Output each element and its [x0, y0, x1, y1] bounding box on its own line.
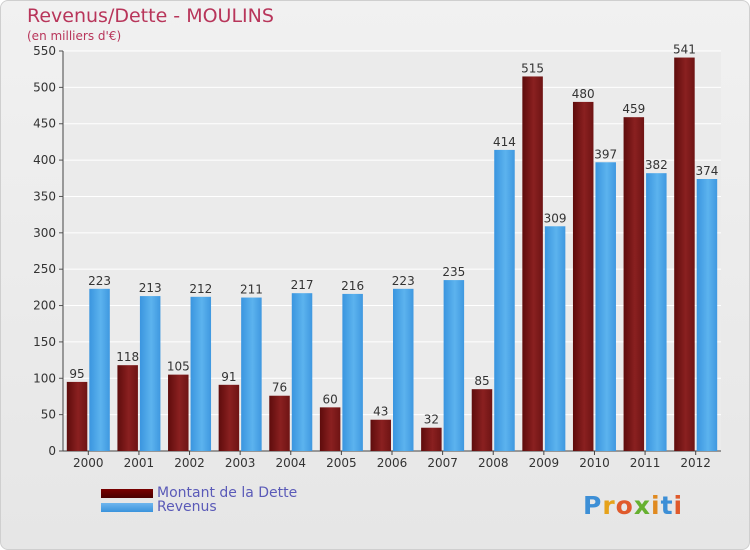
- bar-debt: [471, 389, 493, 451]
- y-tick-label: 400: [33, 153, 56, 167]
- legend-swatch-revenue: [101, 503, 153, 512]
- legend-label-revenue: Revenus: [157, 499, 217, 515]
- data-label-debt: 515: [521, 61, 544, 75]
- bar-debt: [66, 381, 88, 451]
- bar-debt: [674, 57, 695, 451]
- data-label-debt: 85: [474, 374, 489, 388]
- bar-revenue: [595, 162, 616, 452]
- y-tick-label: 100: [33, 371, 56, 385]
- x-tick-label: 2000: [73, 456, 104, 470]
- data-label-revenue: 374: [695, 164, 718, 178]
- data-label-revenue: 397: [594, 147, 617, 161]
- y-tick-label: 150: [33, 335, 56, 349]
- bar-revenue: [544, 226, 566, 451]
- data-label-revenue: 211: [240, 283, 263, 297]
- x-tick-label: 2003: [225, 456, 256, 470]
- x-tick-label: 2002: [174, 456, 205, 470]
- logo-letter: r: [602, 491, 616, 520]
- y-tick-label: 200: [33, 299, 56, 313]
- data-label-revenue: 216: [341, 279, 364, 293]
- data-label-debt: 91: [221, 370, 236, 384]
- x-tick-label: 2012: [680, 456, 711, 470]
- data-label-revenue: 309: [544, 211, 567, 225]
- bar-revenue: [393, 288, 414, 451]
- bar-revenue: [190, 296, 212, 451]
- y-tick-label: 500: [33, 80, 56, 94]
- chart-title: Revenus/Dette - MOULINS: [27, 5, 274, 27]
- data-label-debt: 459: [622, 102, 645, 116]
- bar-debt: [168, 374, 189, 451]
- data-label-revenue: 382: [645, 158, 668, 172]
- data-label-debt: 480: [572, 87, 595, 101]
- bar-revenue: [139, 296, 161, 451]
- data-label-revenue: 213: [139, 281, 162, 295]
- logo-letter: o: [615, 491, 634, 520]
- legend-label-debt: Montant de la Dette: [157, 485, 298, 501]
- bar-debt: [572, 101, 594, 451]
- data-label-revenue: 223: [88, 274, 111, 288]
- x-tick-label: 2006: [377, 456, 408, 470]
- logo-letter: t: [660, 491, 674, 520]
- x-tick-label: 2004: [275, 456, 306, 470]
- x-tick-label: 2005: [326, 456, 357, 470]
- bar-debt: [117, 365, 138, 451]
- x-tick-label: 2001: [124, 456, 155, 470]
- proxiti-logo: Proxiti: [583, 491, 683, 520]
- data-label-revenue: 223: [392, 274, 415, 288]
- bar-debt: [319, 407, 341, 451]
- logo-letter: i: [673, 491, 684, 520]
- bar-debt: [623, 117, 645, 451]
- bar-revenue: [443, 280, 465, 451]
- chart-subtitle: (en milliers d'€): [27, 29, 122, 43]
- logo-letter: P: [583, 491, 603, 520]
- bar-debt: [218, 384, 240, 451]
- bar-debt: [421, 427, 442, 451]
- y-tick-label: 250: [33, 262, 56, 276]
- data-label-debt: 43: [373, 405, 388, 419]
- y-tick-label: 350: [33, 189, 56, 203]
- data-label-debt: 541: [673, 43, 696, 57]
- bar-revenue: [241, 297, 262, 451]
- x-tick-label: 2011: [630, 456, 661, 470]
- data-label-revenue: 212: [189, 282, 212, 296]
- bar-debt: [522, 76, 543, 452]
- data-label-revenue: 217: [291, 278, 314, 292]
- data-label-debt: 118: [116, 350, 139, 364]
- logo-letter: i: [651, 491, 661, 520]
- logo-letter: x: [633, 491, 651, 520]
- bar-revenue: [291, 293, 313, 451]
- bar-revenue: [89, 288, 110, 451]
- y-tick-label: 550: [33, 44, 56, 58]
- legend-swatch-debt: [101, 489, 153, 498]
- x-tick-label: 2010: [579, 456, 610, 470]
- x-tick-label: 2007: [427, 456, 458, 470]
- bar-revenue: [494, 149, 515, 451]
- x-tick-label: 2008: [478, 456, 509, 470]
- bar-debt: [269, 395, 290, 451]
- x-tick-label: 2009: [529, 456, 560, 470]
- y-tick-label: 0: [48, 444, 56, 458]
- bar-revenue: [646, 173, 667, 451]
- data-label-debt: 60: [322, 392, 337, 406]
- data-label-debt: 32: [424, 413, 439, 427]
- y-tick-label: 300: [33, 226, 56, 240]
- data-label-debt: 105: [167, 360, 190, 374]
- data-label-debt: 76: [272, 381, 287, 395]
- bar-debt: [370, 419, 391, 451]
- data-label-debt: 95: [69, 367, 84, 381]
- data-label-revenue: 235: [442, 265, 465, 279]
- y-tick-label: 50: [41, 408, 56, 422]
- bar-revenue: [696, 179, 718, 451]
- data-label-revenue: 414: [493, 135, 516, 149]
- y-tick-label: 450: [33, 117, 56, 131]
- bar-revenue: [342, 293, 363, 451]
